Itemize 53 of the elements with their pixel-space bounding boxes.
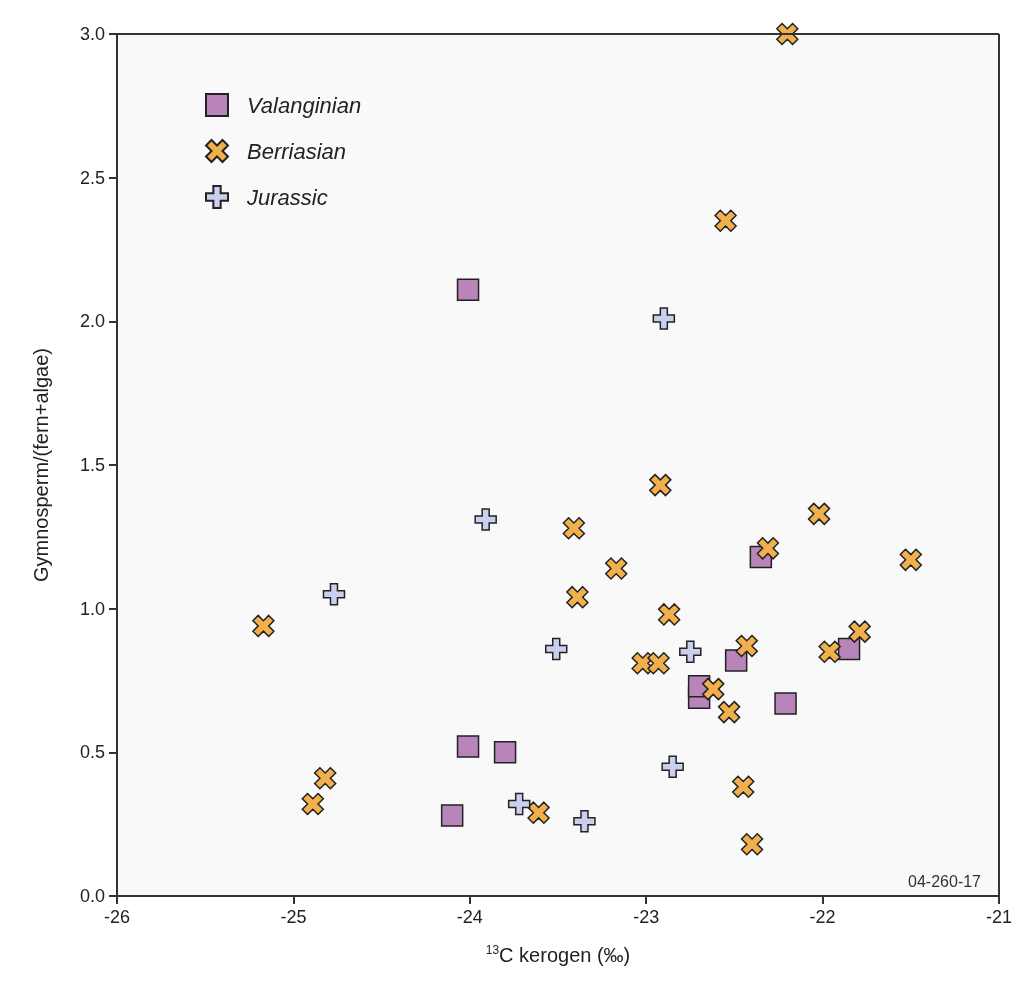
- point: [756, 537, 780, 560]
- point: [252, 614, 275, 638]
- point: [714, 209, 737, 233]
- y-tick-label: 2.0: [79, 311, 105, 332]
- point: [544, 637, 568, 661]
- point: [679, 640, 702, 664]
- point: [776, 22, 799, 46]
- point: [604, 557, 628, 580]
- point: [657, 603, 681, 626]
- x-tick-label: -23: [633, 907, 660, 927]
- point: [661, 755, 684, 778]
- x-tick-label: -21: [985, 907, 1012, 927]
- point: [507, 792, 531, 816]
- point: [573, 810, 596, 833]
- x-tick-label: -26: [103, 907, 131, 927]
- y-tick-label: 2.5: [79, 167, 105, 188]
- point: [774, 692, 797, 715]
- point: [731, 775, 755, 799]
- point: [807, 502, 831, 526]
- point: [652, 307, 676, 330]
- point: [456, 735, 480, 758]
- x-tick-label: -22: [809, 907, 836, 927]
- point: [440, 804, 464, 827]
- point: [647, 652, 670, 675]
- y-tick-label: 3.0: [79, 24, 105, 44]
- point: [301, 792, 325, 816]
- point: [818, 640, 841, 664]
- legend-label: Berriasian: [247, 138, 347, 164]
- point: [740, 833, 764, 856]
- point: [735, 634, 758, 658]
- y-tick-label: 0.0: [79, 886, 105, 906]
- y-tick-label: 1.0: [79, 598, 105, 619]
- point: [701, 677, 725, 701]
- x-tick-label: -25: [280, 907, 307, 927]
- point: [649, 473, 672, 497]
- point: [456, 278, 480, 301]
- point: [899, 548, 923, 572]
- point: [474, 508, 497, 531]
- point: [562, 516, 586, 540]
- point: [527, 801, 550, 824]
- annotation: 04-260-17: [908, 872, 982, 890]
- y-axis-title: Gymnosperm/(fern+algae): [30, 348, 52, 582]
- legend-label: Valanginian: [247, 92, 362, 118]
- point: [717, 700, 741, 724]
- point: [566, 585, 589, 609]
- point: [322, 583, 346, 606]
- y-tick-label: 0.5: [79, 742, 105, 763]
- x-tick-label: -24: [456, 907, 483, 927]
- y-tick-label: 1.5: [79, 455, 105, 475]
- point: [313, 766, 337, 790]
- point: [493, 741, 517, 764]
- point: [848, 620, 871, 643]
- legend-label: Jurassic: [246, 184, 328, 210]
